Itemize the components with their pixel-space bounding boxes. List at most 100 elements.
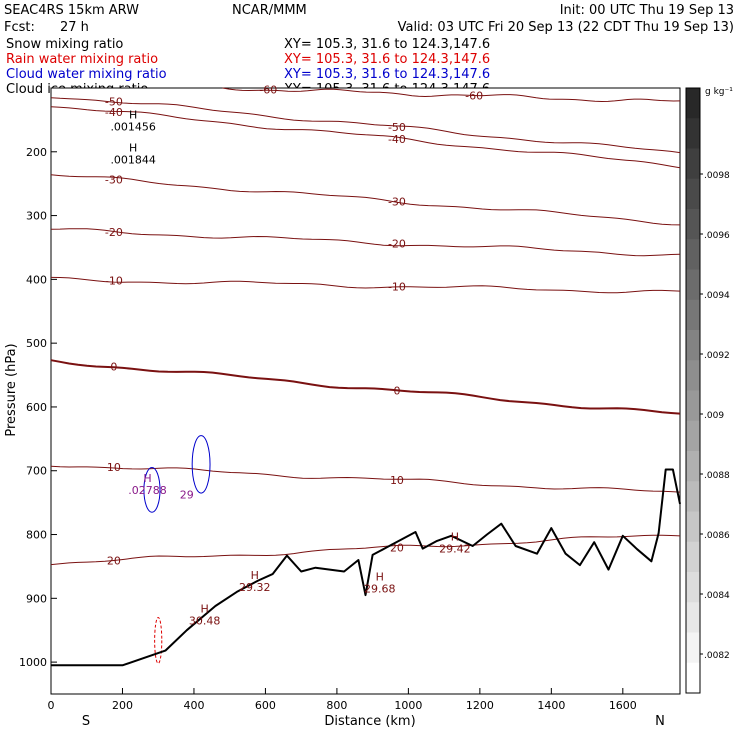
- rain-water-contour: [154, 616, 163, 664]
- colorbar-tick-label: .0088: [704, 471, 730, 481]
- y-tick-label: 500: [26, 337, 47, 350]
- x-tick-label: 800: [326, 699, 347, 712]
- forecast-hours: 27 h: [60, 20, 89, 35]
- isotherm-label: -50: [388, 121, 406, 134]
- y-tick-label: 1000: [19, 656, 47, 669]
- colorbar-band: [686, 451, 700, 482]
- colorbar-tick-label: .0098: [704, 171, 730, 181]
- y-axis-title: Pressure (hPa): [4, 343, 19, 436]
- colorbar-band: [686, 239, 700, 270]
- forecast-label: Fcst:: [4, 20, 35, 35]
- center-title: NCAR/MMM: [232, 3, 307, 18]
- x-tick-label: 1600: [609, 699, 637, 712]
- colorbar-band: [686, 148, 700, 180]
- colorbar-band: [686, 572, 700, 603]
- colorbar-band: [686, 360, 700, 391]
- colorbar-band: [686, 88, 700, 119]
- x-tick-label: 400: [183, 699, 204, 712]
- isotherm-label: -20: [388, 238, 406, 251]
- max-value-label: 29.42: [439, 543, 471, 556]
- valid-time: Valid: 03 UTC Fri 20 Sep 13 (22 CDT Thu …: [398, 20, 734, 35]
- y-tick-label: 600: [26, 401, 47, 414]
- x-tick-label: 200: [112, 699, 133, 712]
- isotherm-line: [50, 359, 681, 415]
- field-xy-snow: XY= 105.3, 31.6 to 124.3,147.6: [284, 37, 490, 52]
- y-tick-label: 800: [26, 529, 47, 542]
- x-tick-label: 600: [255, 699, 276, 712]
- terrain-line: [51, 468, 681, 667]
- isotherm-label: 20: [107, 554, 121, 567]
- colorbar-frame: [685, 87, 701, 694]
- colorbar-band: [686, 118, 700, 149]
- colorbar-tick-label: .009: [704, 411, 724, 421]
- colorbar-band: [686, 481, 700, 512]
- colorbar-band: [686, 390, 700, 422]
- colorbar-band: [686, 602, 700, 633]
- y-tick-label: 200: [26, 146, 47, 159]
- isotherm-line: [50, 97, 681, 154]
- isotherm-label: -10: [388, 280, 406, 293]
- y-tick-label: 400: [26, 273, 47, 286]
- south-label: S: [82, 714, 90, 729]
- colorbar-tick-label: .0094: [704, 291, 730, 301]
- colorbar-tick-label: .0082: [704, 651, 730, 661]
- isotherm-label: -20: [105, 226, 123, 239]
- axis-layer: 0 200 400 600 800 1000 1200 1400 160010009008007…: [19, 146, 637, 712]
- max-marker: H: [201, 603, 209, 616]
- x-tick-label: 1200: [466, 699, 494, 712]
- colorbar-tick-label: .0084: [704, 591, 730, 601]
- colorbar-band: [686, 511, 700, 543]
- x-tick-label: 1400: [537, 699, 565, 712]
- max-value-label: .02788: [128, 484, 167, 497]
- colorbar-tick-label: .0086: [704, 531, 730, 541]
- x-tick-label: 0: [48, 699, 55, 712]
- max-value-label: 30.48: [189, 615, 221, 628]
- colorbar-band: [686, 420, 700, 452]
- isotherm-label: 0: [110, 360, 117, 373]
- max-value-label: .001844: [110, 153, 156, 166]
- model-title: SEAC4RS 15km ARW: [4, 3, 139, 18]
- y-tick-label: 700: [26, 465, 47, 478]
- isotherm-label: -30: [105, 174, 123, 187]
- isotherm-line: [50, 174, 681, 226]
- max-marker: H: [376, 571, 384, 584]
- isotherm-line: [50, 276, 681, 294]
- colorbar-band: [686, 299, 700, 331]
- max-value-label: 29.68: [364, 583, 396, 596]
- isotherm-line: [222, 87, 681, 103]
- north-label: N: [655, 714, 665, 729]
- isotherm-line: [50, 228, 681, 257]
- isotherm-label: -50: [105, 95, 123, 108]
- field-name-rain: Rain water mixing ratio: [6, 52, 158, 67]
- colorbar-band: [686, 269, 700, 301]
- isotherm-label: -30: [388, 195, 406, 208]
- isotherm-label: -40: [105, 106, 123, 119]
- max-marker: H: [143, 472, 151, 485]
- max-marker: H: [129, 108, 137, 121]
- colorbar: .0098 .0096 .0094 .0092 .009 .0088 .0086 .0084.…: [685, 87, 730, 694]
- colorbar-band: [686, 209, 700, 240]
- isotherm-label: -40: [388, 133, 406, 146]
- isotherm-layer: -60 -60-50-50-40-40-30-30-20-20-10 -100010…: [50, 83, 681, 567]
- x-tick-label: 1000: [394, 699, 422, 712]
- isotherm-label: 0: [393, 384, 400, 397]
- colorbar-band: [686, 632, 700, 664]
- init-time: Init: 00 UTC Thu 19 Sep 13: [560, 3, 734, 18]
- colorbar-band: [686, 662, 700, 694]
- isotherm-label: -60: [259, 83, 277, 96]
- max-value-label: .001456: [110, 120, 156, 133]
- plot-area: [50, 87, 681, 695]
- max-value-label: 29.32: [239, 581, 271, 594]
- x-axis-title: Distance (km): [324, 714, 415, 729]
- isotherm-line: [50, 465, 681, 493]
- max-marker: H: [129, 141, 137, 154]
- isotherm-label: -10: [105, 275, 123, 288]
- colorbar-band: [686, 330, 700, 361]
- cloud-water-contour: [143, 467, 161, 513]
- field-xy-rain: XY= 105.3, 31.6 to 124.3,147.6: [284, 52, 490, 67]
- field-name-snow: Snow mixing ratio: [6, 37, 123, 52]
- isotherm-label: 10: [107, 461, 121, 474]
- max-value-label: 29: [180, 488, 194, 501]
